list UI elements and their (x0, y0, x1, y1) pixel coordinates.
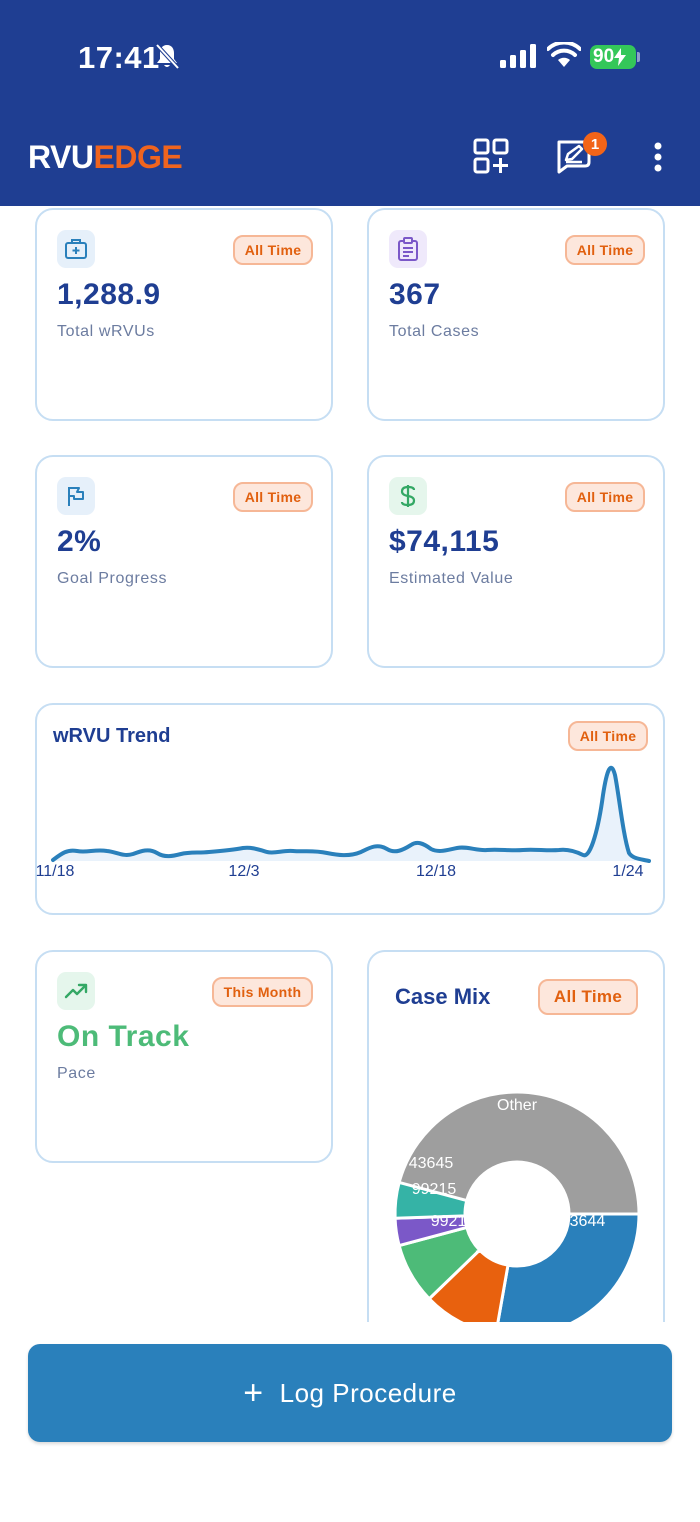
period-pill[interactable]: All Time (538, 979, 638, 1015)
period-pill[interactable]: This Month (212, 977, 313, 1007)
stat-value: $74,115 (389, 525, 500, 558)
wifi-icon (547, 42, 581, 67)
pace-card[interactable]: This Month On Track Pace (35, 950, 333, 1163)
stat-card-estimated-value[interactable]: All Time $74,115 Estimated Value (367, 455, 665, 668)
stat-card-total-cases[interactable]: All Time 367 Total Cases (367, 208, 665, 421)
log-procedure-button[interactable]: + Log Procedure (28, 1344, 672, 1442)
battery-indicator: 90 (590, 45, 636, 69)
donut-slice-43645[interactable] (393, 1180, 469, 1220)
dollar-icon (400, 485, 416, 507)
trending-up-icon (64, 983, 88, 999)
stat-card-goal-progress[interactable]: All Time 2% Goal Progress (35, 455, 333, 668)
status-time: 17:41 (78, 40, 160, 75)
donut-slice-label: 43644 (561, 1213, 606, 1230)
donut-slice-other[interactable] (393, 1090, 641, 1216)
donut-slice-43644[interactable] (494, 1212, 641, 1338)
clipboard-icon-box (389, 230, 427, 268)
period-pill[interactable]: All Time (233, 482, 313, 512)
pace-label: Pace (57, 1065, 96, 1082)
wrvu-trend-card[interactable]: wRVU Trend All Time 11/18 12/3 12/18 1/2… (35, 703, 665, 915)
stat-label: Estimated Value (389, 570, 514, 587)
flag-icon-box (57, 477, 95, 515)
stat-card-total-wrvus[interactable]: All Time 1,288.9 Total wRVUs (35, 208, 333, 421)
app-logo: RVUEDGE (28, 139, 183, 176)
flag-icon (68, 487, 84, 506)
period-pill[interactable]: All Time (568, 721, 648, 751)
donut-slice-label: 99215 (412, 1181, 457, 1198)
case-mix-title: Case Mix (395, 984, 491, 1009)
medical-kit-icon (65, 239, 87, 259)
period-pill[interactable]: All Time (233, 235, 313, 265)
trend-line (51, 765, 651, 863)
log-procedure-label: Log Procedure (279, 1377, 457, 1408)
add-dashboard-widget-icon[interactable] (473, 138, 509, 174)
period-pill[interactable]: All Time (565, 235, 645, 265)
battery-cap (637, 52, 640, 62)
dollar-icon-box (389, 477, 427, 515)
case-mix-card[interactable]: Case Mix All Time Other 43644 99214 99213 99… (367, 950, 665, 1370)
stat-value: 1,288.9 (57, 278, 161, 311)
stat-label: Goal Progress (57, 570, 168, 587)
donut-slice-label: 99213 (431, 1213, 476, 1230)
stat-value: 2% (57, 525, 102, 558)
x-tick-label: 11/18 (35, 863, 75, 880)
donut-slice-label: Other (497, 1097, 538, 1114)
logo-edge: EDGE (93, 139, 183, 175)
plus-icon: + (243, 1373, 264, 1412)
x-tick-label: 12/3 (228, 863, 260, 880)
stat-label: Total wRVUs (57, 323, 155, 340)
bell-off-icon (155, 43, 180, 70)
stat-label: Total Cases (389, 323, 480, 340)
trend-title: wRVU Trend (53, 725, 171, 747)
pace-value: On Track (57, 1020, 190, 1053)
period-pill[interactable]: All Time (565, 482, 645, 512)
trend-area (53, 767, 649, 861)
notification-badge: 1 (583, 132, 607, 156)
battery-level: 90 (593, 46, 615, 67)
medical-kit-icon-box (57, 230, 95, 268)
trending-up-icon-box (57, 972, 95, 1010)
charging-bolt-icon (614, 48, 627, 66)
app-header: 17:41 90 RVUEDGE 1 (0, 0, 700, 206)
stat-value: 367 (389, 278, 441, 311)
donut-slice-label: 99214 (475, 1240, 520, 1257)
more-options-icon[interactable] (652, 142, 664, 172)
logo-rvu: RVU (28, 139, 94, 175)
x-tick-label: 1/24 (612, 863, 644, 880)
x-tick-label: 12/18 (415, 863, 457, 880)
case-mix-donut-chart: Other 43644 99214 99213 99215 43645 (393, 1090, 641, 1338)
cellular-signal-icon (500, 44, 536, 68)
clipboard-icon (398, 237, 418, 261)
trend-chart (51, 765, 651, 863)
donut-slice-label: 43645 (409, 1155, 454, 1172)
